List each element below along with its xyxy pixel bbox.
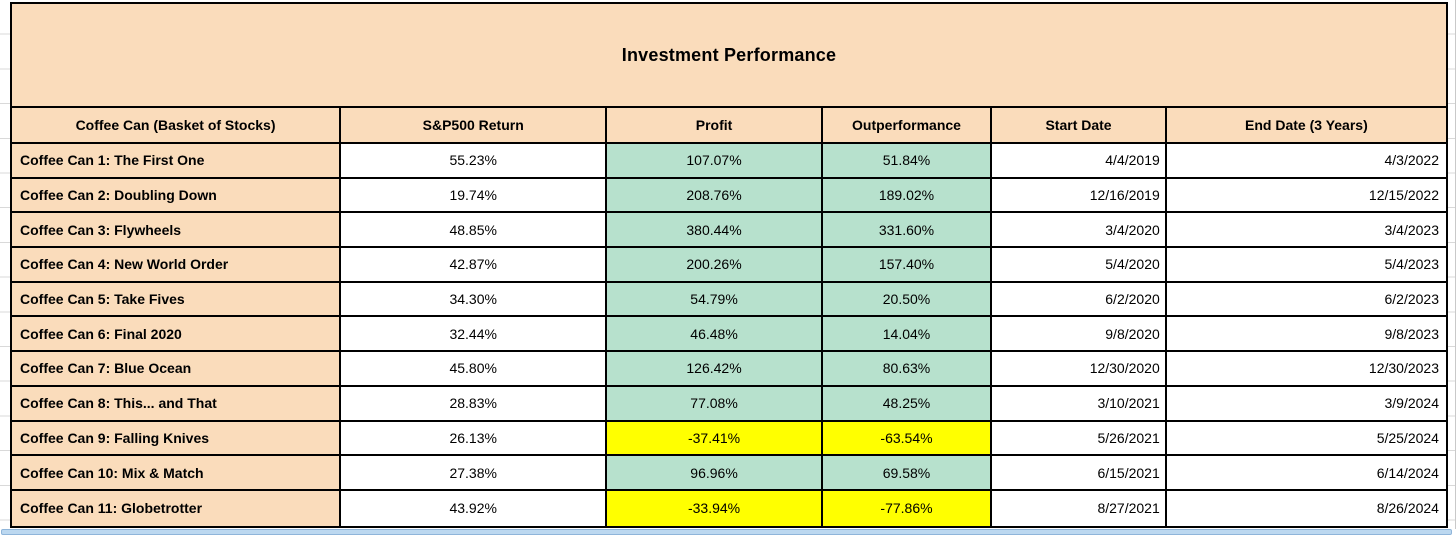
profit-cell[interactable]: -37.41% <box>607 421 823 457</box>
table-row: Coffee Can 9: Falling Knives 26.13% -37.… <box>12 421 1446 457</box>
table-title-cell[interactable]: Investment Performance <box>12 4 1446 108</box>
profit-cell[interactable]: 380.44% <box>607 213 823 249</box>
outperformance-cell[interactable]: 69.58% <box>822 456 993 491</box>
outperformance-cell[interactable]: 80.63% <box>822 352 993 387</box>
end-date-cell[interactable]: 8/26/2024 <box>1166 490 1446 526</box>
row-label-cell[interactable]: Coffee Can 2: Doubling Down <box>12 178 342 214</box>
column-header-start-date[interactable]: Start Date <box>992 108 1167 144</box>
end-date-cell[interactable]: 12/30/2023 <box>1166 352 1446 387</box>
sp500-return-cell[interactable]: 48.85% <box>341 213 608 249</box>
row-label-cell[interactable]: Coffee Can 11: Globetrotter <box>12 490 342 526</box>
outperformance-cell[interactable]: 157.40% <box>822 248 993 283</box>
outperformance-cell[interactable]: -63.54% <box>822 421 993 457</box>
row-label-cell[interactable]: Coffee Can 5: Take Fives <box>12 282 342 318</box>
sp500-return-cell[interactable]: 34.30% <box>341 282 608 318</box>
sp500-return-cell[interactable]: 32.44% <box>341 317 608 353</box>
outperformance-cell[interactable]: 331.60% <box>822 213 993 249</box>
column-header-outperformance[interactable]: Outperformance <box>822 108 993 144</box>
start-date-cell[interactable]: 5/4/2020 <box>992 248 1167 283</box>
table-row: Coffee Can 3: Flywheels 48.85% 380.44% 3… <box>12 213 1446 249</box>
table-row: Coffee Can 11: Globetrotter 43.92% -33.9… <box>12 490 1446 526</box>
outperformance-cell[interactable]: 20.50% <box>822 282 993 318</box>
row-label-cell[interactable]: Coffee Can 3: Flywheels <box>12 213 342 249</box>
profit-cell[interactable]: 46.48% <box>607 317 823 353</box>
start-date-cell[interactable]: 12/30/2020 <box>992 352 1167 387</box>
header-row: Coffee Can (Basket of Stocks) S&P500 Ret… <box>12 108 1446 144</box>
end-date-cell[interactable]: 12/15/2022 <box>1166 178 1446 214</box>
outperformance-cell[interactable]: 48.25% <box>822 386 993 422</box>
table-row: Coffee Can 4: New World Order 42.87% 200… <box>12 248 1446 283</box>
table-row: Coffee Can 6: Final 2020 32.44% 46.48% 1… <box>12 317 1446 353</box>
start-date-cell[interactable]: 4/4/2019 <box>992 144 1167 179</box>
sp500-return-cell[interactable]: 55.23% <box>341 144 608 179</box>
row-label-cell[interactable]: Coffee Can 6: Final 2020 <box>12 317 342 353</box>
start-date-cell[interactable]: 3/10/2021 <box>992 386 1167 422</box>
row-label-cell[interactable]: Coffee Can 8: This... and That <box>12 386 342 422</box>
profit-cell[interactable]: 54.79% <box>607 282 823 318</box>
end-date-cell[interactable]: 3/4/2023 <box>1166 213 1446 249</box>
end-date-cell[interactable]: 4/3/2022 <box>1166 144 1446 179</box>
end-date-cell[interactable]: 6/14/2024 <box>1166 456 1446 491</box>
end-date-cell[interactable]: 3/9/2024 <box>1166 386 1446 422</box>
end-date-cell[interactable]: 9/8/2023 <box>1166 317 1446 353</box>
sp500-return-cell[interactable]: 42.87% <box>341 248 608 283</box>
left-grid-sliver <box>0 0 10 529</box>
row-label-cell[interactable]: Coffee Can 4: New World Order <box>12 248 342 283</box>
start-date-cell[interactable]: 3/4/2020 <box>992 213 1167 249</box>
profit-cell[interactable]: 200.26% <box>607 248 823 283</box>
table-row: Coffee Can 8: This... and That 28.83% 77… <box>12 386 1446 422</box>
start-date-cell[interactable]: 5/26/2021 <box>992 421 1167 457</box>
row-label-cell[interactable]: Coffee Can 10: Mix & Match <box>12 456 342 491</box>
row-label-cell[interactable]: Coffee Can 1: The First One <box>12 144 342 179</box>
column-header-end-date[interactable]: End Date (3 Years) <box>1166 108 1446 144</box>
investment-performance-table: Investment Performance Coffee Can (Baske… <box>10 2 1448 528</box>
start-date-cell[interactable]: 8/27/2021 <box>992 490 1167 526</box>
column-header-coffee-can[interactable]: Coffee Can (Basket of Stocks) <box>12 108 342 144</box>
sp500-return-cell[interactable]: 27.38% <box>341 456 608 491</box>
profit-cell[interactable]: 107.07% <box>607 144 823 179</box>
row-label-cell[interactable]: Coffee Can 9: Falling Knives <box>12 421 342 457</box>
end-date-cell[interactable]: 6/2/2023 <box>1166 282 1446 318</box>
sp500-return-cell[interactable]: 26.13% <box>341 421 608 457</box>
profit-cell[interactable]: 208.76% <box>607 178 823 214</box>
table-row: Coffee Can 7: Blue Ocean 45.80% 126.42% … <box>12 352 1446 387</box>
right-grid-sliver <box>1448 0 1456 529</box>
page-title: Investment Performance <box>621 44 837 65</box>
table-row: Coffee Can 10: Mix & Match 27.38% 96.96%… <box>12 456 1446 491</box>
horizontal-scrollbar[interactable] <box>1 529 1452 535</box>
profit-cell[interactable]: -33.94% <box>607 490 823 526</box>
end-date-cell[interactable]: 5/4/2023 <box>1166 248 1446 283</box>
outperformance-cell[interactable]: -77.86% <box>822 490 993 526</box>
sp500-return-cell[interactable]: 28.83% <box>341 386 608 422</box>
outperformance-cell[interactable]: 51.84% <box>822 144 993 179</box>
row-label-cell[interactable]: Coffee Can 7: Blue Ocean <box>12 352 342 387</box>
outperformance-cell[interactable]: 189.02% <box>822 178 993 214</box>
outperformance-cell[interactable]: 14.04% <box>822 317 993 353</box>
end-date-cell[interactable]: 5/25/2024 <box>1166 421 1446 457</box>
start-date-cell[interactable]: 6/15/2021 <box>992 456 1167 491</box>
profit-cell[interactable]: 77.08% <box>607 386 823 422</box>
sp500-return-cell[interactable]: 19.74% <box>341 178 608 214</box>
sp500-return-cell[interactable]: 45.80% <box>341 352 608 387</box>
start-date-cell[interactable]: 9/8/2020 <box>992 317 1167 353</box>
profit-cell[interactable]: 126.42% <box>607 352 823 387</box>
column-header-sp500-return[interactable]: S&P500 Return <box>341 108 608 144</box>
start-date-cell[interactable]: 12/16/2019 <box>992 178 1167 214</box>
sp500-return-cell[interactable]: 43.92% <box>341 490 608 526</box>
start-date-cell[interactable]: 6/2/2020 <box>992 282 1167 318</box>
column-header-profit[interactable]: Profit <box>607 108 823 144</box>
profit-cell[interactable]: 96.96% <box>607 456 823 491</box>
table-row: Coffee Can 1: The First One 55.23% 107.0… <box>12 144 1446 179</box>
table-row: Coffee Can 2: Doubling Down 19.74% 208.7… <box>12 178 1446 214</box>
table-row: Coffee Can 5: Take Fives 34.30% 54.79% 2… <box>12 282 1446 318</box>
